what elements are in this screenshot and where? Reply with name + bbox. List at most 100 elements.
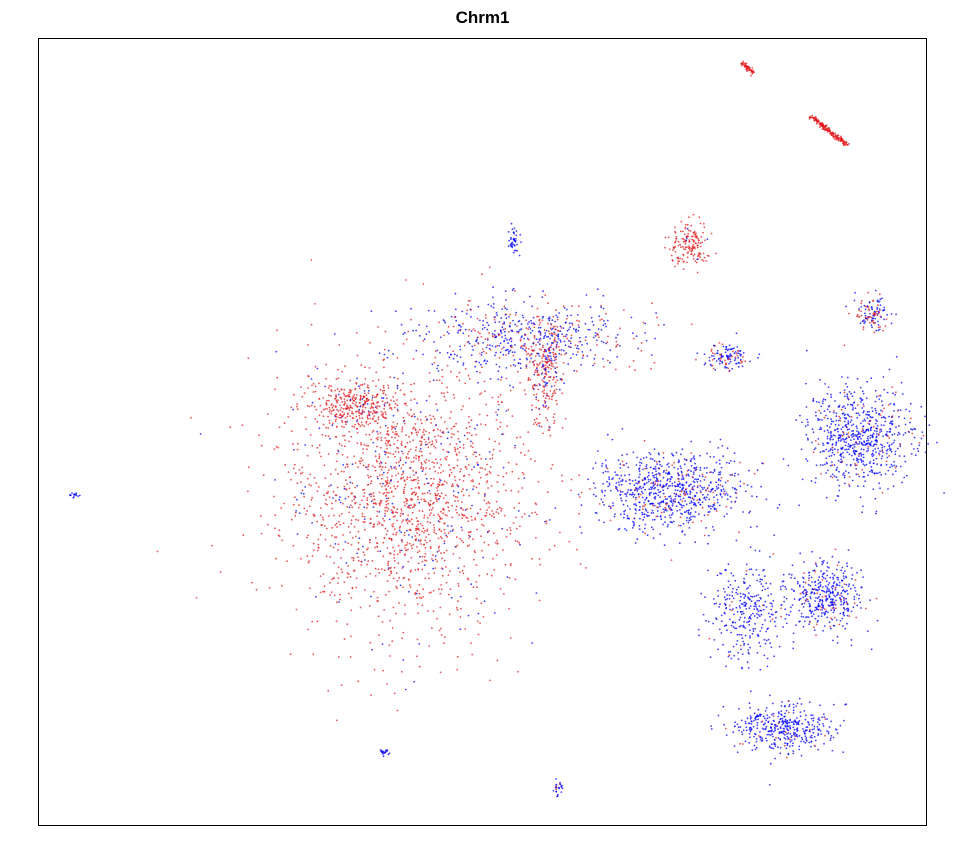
data-point-not-expressing [850, 424, 853, 427]
data-point-not-expressing [664, 508, 667, 511]
data-point-expressing [609, 505, 612, 508]
data-point-not-expressing [886, 442, 889, 444]
data-point-not-expressing [514, 365, 517, 367]
data-point-not-expressing [462, 332, 465, 335]
data-point-not-expressing [506, 339, 508, 341]
data-point-not-expressing [735, 591, 738, 594]
data-point-not-expressing [836, 428, 839, 431]
data-point-expressing [368, 367, 371, 369]
data-point-expressing [429, 539, 431, 542]
data-point-expressing [497, 396, 500, 398]
data-point-not-expressing [808, 602, 811, 605]
data-point-expressing [554, 381, 557, 384]
data-point-not-expressing [841, 595, 843, 598]
data-point-not-expressing [759, 668, 762, 671]
data-point-expressing [461, 569, 464, 572]
data-point-not-expressing [688, 517, 691, 520]
data-point-expressing [462, 572, 465, 575]
data-point-expressing [713, 502, 716, 505]
data-point-expressing [417, 479, 420, 482]
data-point-not-expressing [381, 643, 384, 646]
data-point-not-expressing [641, 513, 644, 516]
data-point-expressing [578, 474, 581, 477]
data-point-not-expressing [501, 433, 503, 436]
data-point-not-expressing [471, 345, 474, 348]
data-point-expressing [458, 514, 460, 516]
data-point-not-expressing [831, 618, 834, 621]
data-point-expressing [389, 552, 392, 555]
data-point-expressing [403, 486, 406, 489]
data-point-not-expressing [385, 497, 388, 500]
data-point-not-expressing [495, 336, 497, 339]
data-point-not-expressing [863, 441, 866, 444]
data-point-expressing [318, 451, 321, 454]
data-point-not-expressing [432, 379, 435, 382]
data-point-expressing [394, 455, 396, 458]
data-point-not-expressing [625, 499, 627, 502]
data-point-expressing [462, 541, 465, 544]
data-point-not-expressing [549, 351, 552, 354]
data-point-expressing [440, 537, 443, 540]
data-point-not-expressing [845, 575, 847, 578]
data-point-not-expressing [509, 337, 512, 339]
data-point-not-expressing [870, 648, 873, 651]
data-point-not-expressing [597, 328, 600, 330]
data-point-expressing [303, 507, 306, 510]
data-point-not-expressing [673, 466, 676, 469]
data-point-not-expressing [504, 337, 507, 340]
data-point-not-expressing [756, 651, 759, 654]
data-point-expressing [600, 304, 603, 307]
data-point-not-expressing [845, 448, 848, 451]
data-point-expressing [247, 490, 249, 493]
data-point-not-expressing [524, 333, 526, 336]
data-point-expressing [357, 548, 360, 550]
data-point-not-expressing [804, 425, 807, 428]
data-point-not-expressing [503, 321, 506, 323]
data-point-not-expressing [461, 310, 464, 313]
data-point-not-expressing [828, 594, 830, 596]
data-point-expressing [336, 388, 339, 390]
data-point-not-expressing [893, 410, 895, 412]
data-point-expressing [430, 591, 432, 594]
data-point-not-expressing [674, 498, 677, 500]
data-point-not-expressing [535, 592, 538, 594]
data-point-not-expressing [636, 456, 638, 459]
data-point-expressing [380, 477, 383, 480]
data-point-expressing [840, 408, 843, 411]
data-point-not-expressing [849, 444, 851, 447]
data-point-expressing [414, 423, 417, 425]
data-point-expressing [382, 555, 385, 558]
data-point-expressing [423, 483, 426, 486]
data-point-expressing [403, 419, 406, 422]
data-point-expressing [578, 341, 581, 343]
data-point-expressing [335, 436, 338, 438]
data-point-expressing [443, 392, 445, 394]
data-point-expressing [408, 520, 410, 522]
data-point-expressing [290, 430, 293, 433]
data-point-not-expressing [802, 577, 805, 580]
data-point-expressing [386, 499, 389, 502]
data-point-expressing [431, 461, 434, 463]
data-point-expressing [460, 507, 463, 510]
data-point-expressing [396, 399, 398, 401]
data-point-expressing [522, 473, 525, 476]
data-point-expressing [313, 477, 316, 479]
data-point-not-expressing [760, 485, 762, 488]
data-point-not-expressing [874, 497, 877, 500]
data-point-expressing [392, 431, 394, 434]
data-point-not-expressing [371, 396, 374, 399]
data-point-not-expressing [422, 353, 424, 356]
data-point-not-expressing [732, 587, 734, 590]
data-point-expressing [423, 428, 425, 431]
data-point-not-expressing [629, 482, 631, 485]
data-point-expressing [502, 549, 504, 551]
data-point-not-expressing [378, 511, 381, 513]
data-point-not-expressing [872, 454, 875, 456]
data-point-not-expressing [852, 423, 855, 426]
data-point-expressing [328, 485, 331, 487]
data-point-expressing [400, 670, 403, 673]
data-point-not-expressing [776, 507, 779, 509]
data-point-not-expressing [725, 461, 728, 464]
data-point-expressing [325, 426, 327, 429]
data-point-expressing [390, 399, 392, 402]
